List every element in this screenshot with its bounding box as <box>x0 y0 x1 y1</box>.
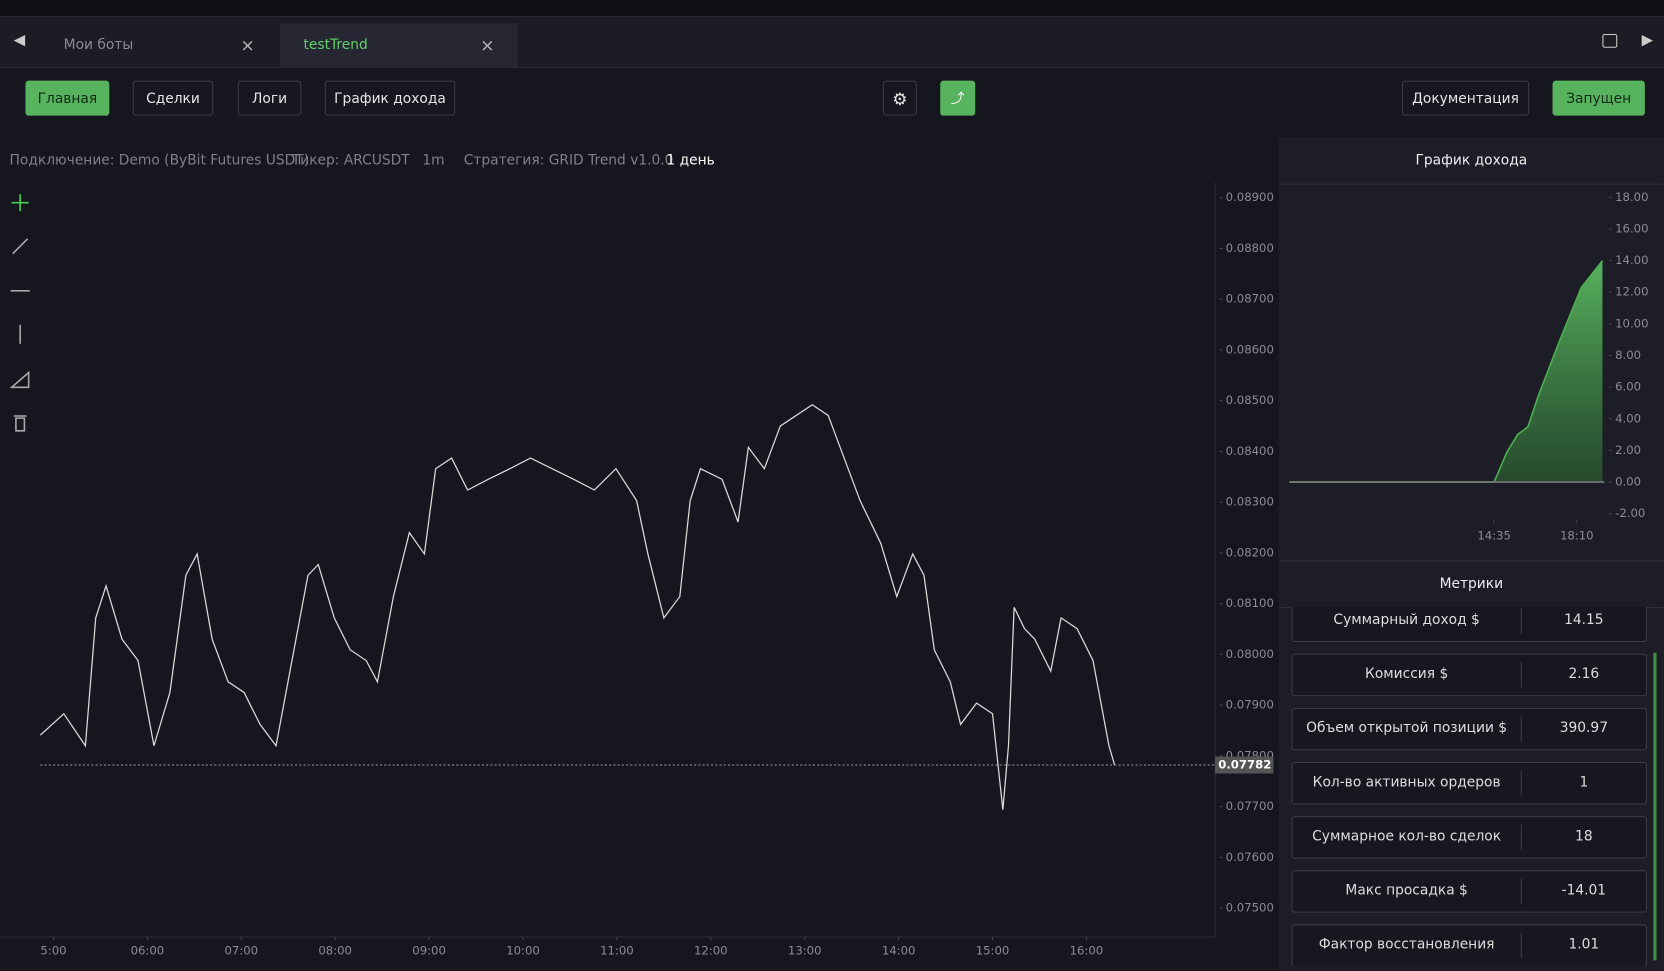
panel-title: График дохода <box>1278 138 1664 185</box>
y-tick-label: 0.07700 <box>1226 799 1274 813</box>
scrollbar[interactable] <box>1653 652 1657 961</box>
price-line <box>39 404 1116 810</box>
top-bar <box>0 0 1664 17</box>
drawing-tools[interactable] <box>9 194 30 432</box>
y-tick-label: 2.00 <box>1615 443 1641 457</box>
x-tick-label: 14:35 <box>1477 528 1511 542</box>
metric-label: Макс просадка $ <box>1345 882 1468 899</box>
metric-value: 2.16 <box>1520 662 1646 688</box>
y-tick-label: 0.08800 <box>1226 241 1274 255</box>
tab-label: testTrend <box>303 37 368 54</box>
metric-value: 390.97 <box>1520 716 1646 742</box>
metric-row: Суммарный доход $ 14.15 <box>1291 607 1647 643</box>
metrics-list: Суммарный доход $ 14.15 Комиссия $ 2.16 Объе… <box>1279 607 1650 966</box>
y-tick-label: 14.00 <box>1615 253 1648 267</box>
x-tick-label: 11:00 <box>600 943 634 957</box>
x-tick-label: 10:00 <box>506 943 540 957</box>
tab-scroll-right[interactable]: ▶ <box>1641 31 1654 49</box>
y-tick-label: 0.08000 <box>1226 647 1274 661</box>
y-tick-label: 12.00 <box>1615 285 1648 299</box>
y-tick-label: -2.00 <box>1615 506 1645 520</box>
x-tick-label: 18:10 <box>1560 528 1594 542</box>
x-tick-label: 08:00 <box>318 943 352 957</box>
metric-label: Суммарный доход $ <box>1333 612 1480 629</box>
x-tick-label: 13:00 <box>788 943 822 957</box>
chart-button[interactable]: ⤴ <box>940 80 976 116</box>
metric-label: Объем открытой позиции $ <box>1306 720 1508 737</box>
settings-button[interactable]: ⚙ <box>882 80 917 116</box>
nav-button[interactable]: Логи <box>237 80 302 116</box>
nav-button[interactable]: График дохода <box>324 80 456 116</box>
y-tick-label: 16.00 <box>1615 221 1648 235</box>
x-tick-label: 09:00 <box>412 943 446 957</box>
y-tick-label: 0.07600 <box>1226 850 1274 864</box>
nav-button[interactable]: Сделки <box>132 80 214 116</box>
metric-value: -14.01 <box>1520 878 1646 905</box>
y-tick-label: 0.00 <box>1615 475 1641 489</box>
connection: Подключение: Demo (ByBit Futures USDT) <box>9 152 310 169</box>
x-tick-label: 14:00 <box>882 943 916 957</box>
y-tick-label: 0.08500 <box>1226 393 1274 407</box>
y-tick-label: 4.00 <box>1615 411 1641 425</box>
tab-scroll-left[interactable]: ◀ <box>13 31 26 49</box>
period[interactable]: 1 день <box>666 152 715 169</box>
tab-close[interactable]: × <box>480 35 495 56</box>
y-tick-label: 0.08100 <box>1226 596 1274 610</box>
metric-value: 18 <box>1520 824 1646 851</box>
last-price-box <box>1215 756 1274 774</box>
metric-label: Комиссия $ <box>1365 666 1449 683</box>
metric-row: Объем открытой позиции $ 390.97 <box>1291 707 1647 751</box>
y-tick-label: 0.07900 <box>1226 698 1274 712</box>
x-tick-label: 5:00 <box>40 943 66 957</box>
nav-button[interactable]: Главная <box>25 80 110 116</box>
y-tick-label: 0.08600 <box>1226 342 1274 356</box>
metric-label: Кол-во активных ордеров <box>1312 774 1501 791</box>
status-button[interactable]: Запущен <box>1552 80 1645 116</box>
y-tick-label: 6.00 <box>1615 380 1641 394</box>
y-tick-label: 0.08200 <box>1226 545 1274 559</box>
metric-label: Суммарное кол-во сделок <box>1312 828 1502 845</box>
split-view[interactable] <box>1602 33 1618 48</box>
metric-row: Комиссия $ 2.16 <box>1291 653 1647 697</box>
y-tick-label: 18.00 <box>1615 190 1648 204</box>
tab-close[interactable]: × <box>240 35 255 56</box>
y-tick-label: 0.08900 <box>1226 190 1274 204</box>
y-tick-label: 10.00 <box>1615 316 1648 330</box>
x-tick-label: 12:00 <box>694 943 728 957</box>
ticker: Тикер: ARCUSDT <box>291 152 410 169</box>
metric-value: 14.15 <box>1520 608 1646 634</box>
income-line <box>1289 260 1604 483</box>
timeframe: 1m <box>422 152 445 169</box>
tab-label: Мои боты <box>63 37 134 54</box>
x-tick-label: 07:00 <box>224 943 258 957</box>
y-tick-label: 0.07500 <box>1226 901 1274 915</box>
metric-row: Кол-во активных ордеров 1 <box>1291 761 1647 805</box>
y-tick-label: 8.00 <box>1615 348 1641 362</box>
x-tick-label: 15:00 <box>976 943 1010 957</box>
docs-button[interactable]: Документация <box>1401 80 1530 116</box>
tab[interactable]: Мои боты × <box>40 23 278 67</box>
metric-label: Фактор восстановления <box>1318 937 1495 953</box>
tab-active[interactable]: testTrend × <box>280 23 518 67</box>
tab-bar <box>0 16 1664 68</box>
income-area <box>1289 260 1603 483</box>
metric-row: Суммарное кол-во сделок 18 <box>1291 816 1647 859</box>
last-price-label: 0.07782 <box>1218 758 1271 772</box>
metric-value: 1 <box>1520 770 1646 796</box>
y-tick-label: 0.08300 <box>1226 495 1274 509</box>
x-tick-label: 16:00 <box>1070 943 1104 957</box>
strategy: Стратегия: GRID Trend v1.0.0 <box>463 152 674 169</box>
metric-value: 1.01 <box>1520 932 1646 959</box>
y-tick-label: 0.08400 <box>1226 444 1274 458</box>
x-tick-label: 06:00 <box>131 943 165 957</box>
metric-row: Макс просадка $ -14.01 <box>1291 870 1647 913</box>
metric-row: Фактор восстановления 1.01 <box>1291 924 1647 966</box>
y-tick-label: 0.08700 <box>1226 292 1274 306</box>
